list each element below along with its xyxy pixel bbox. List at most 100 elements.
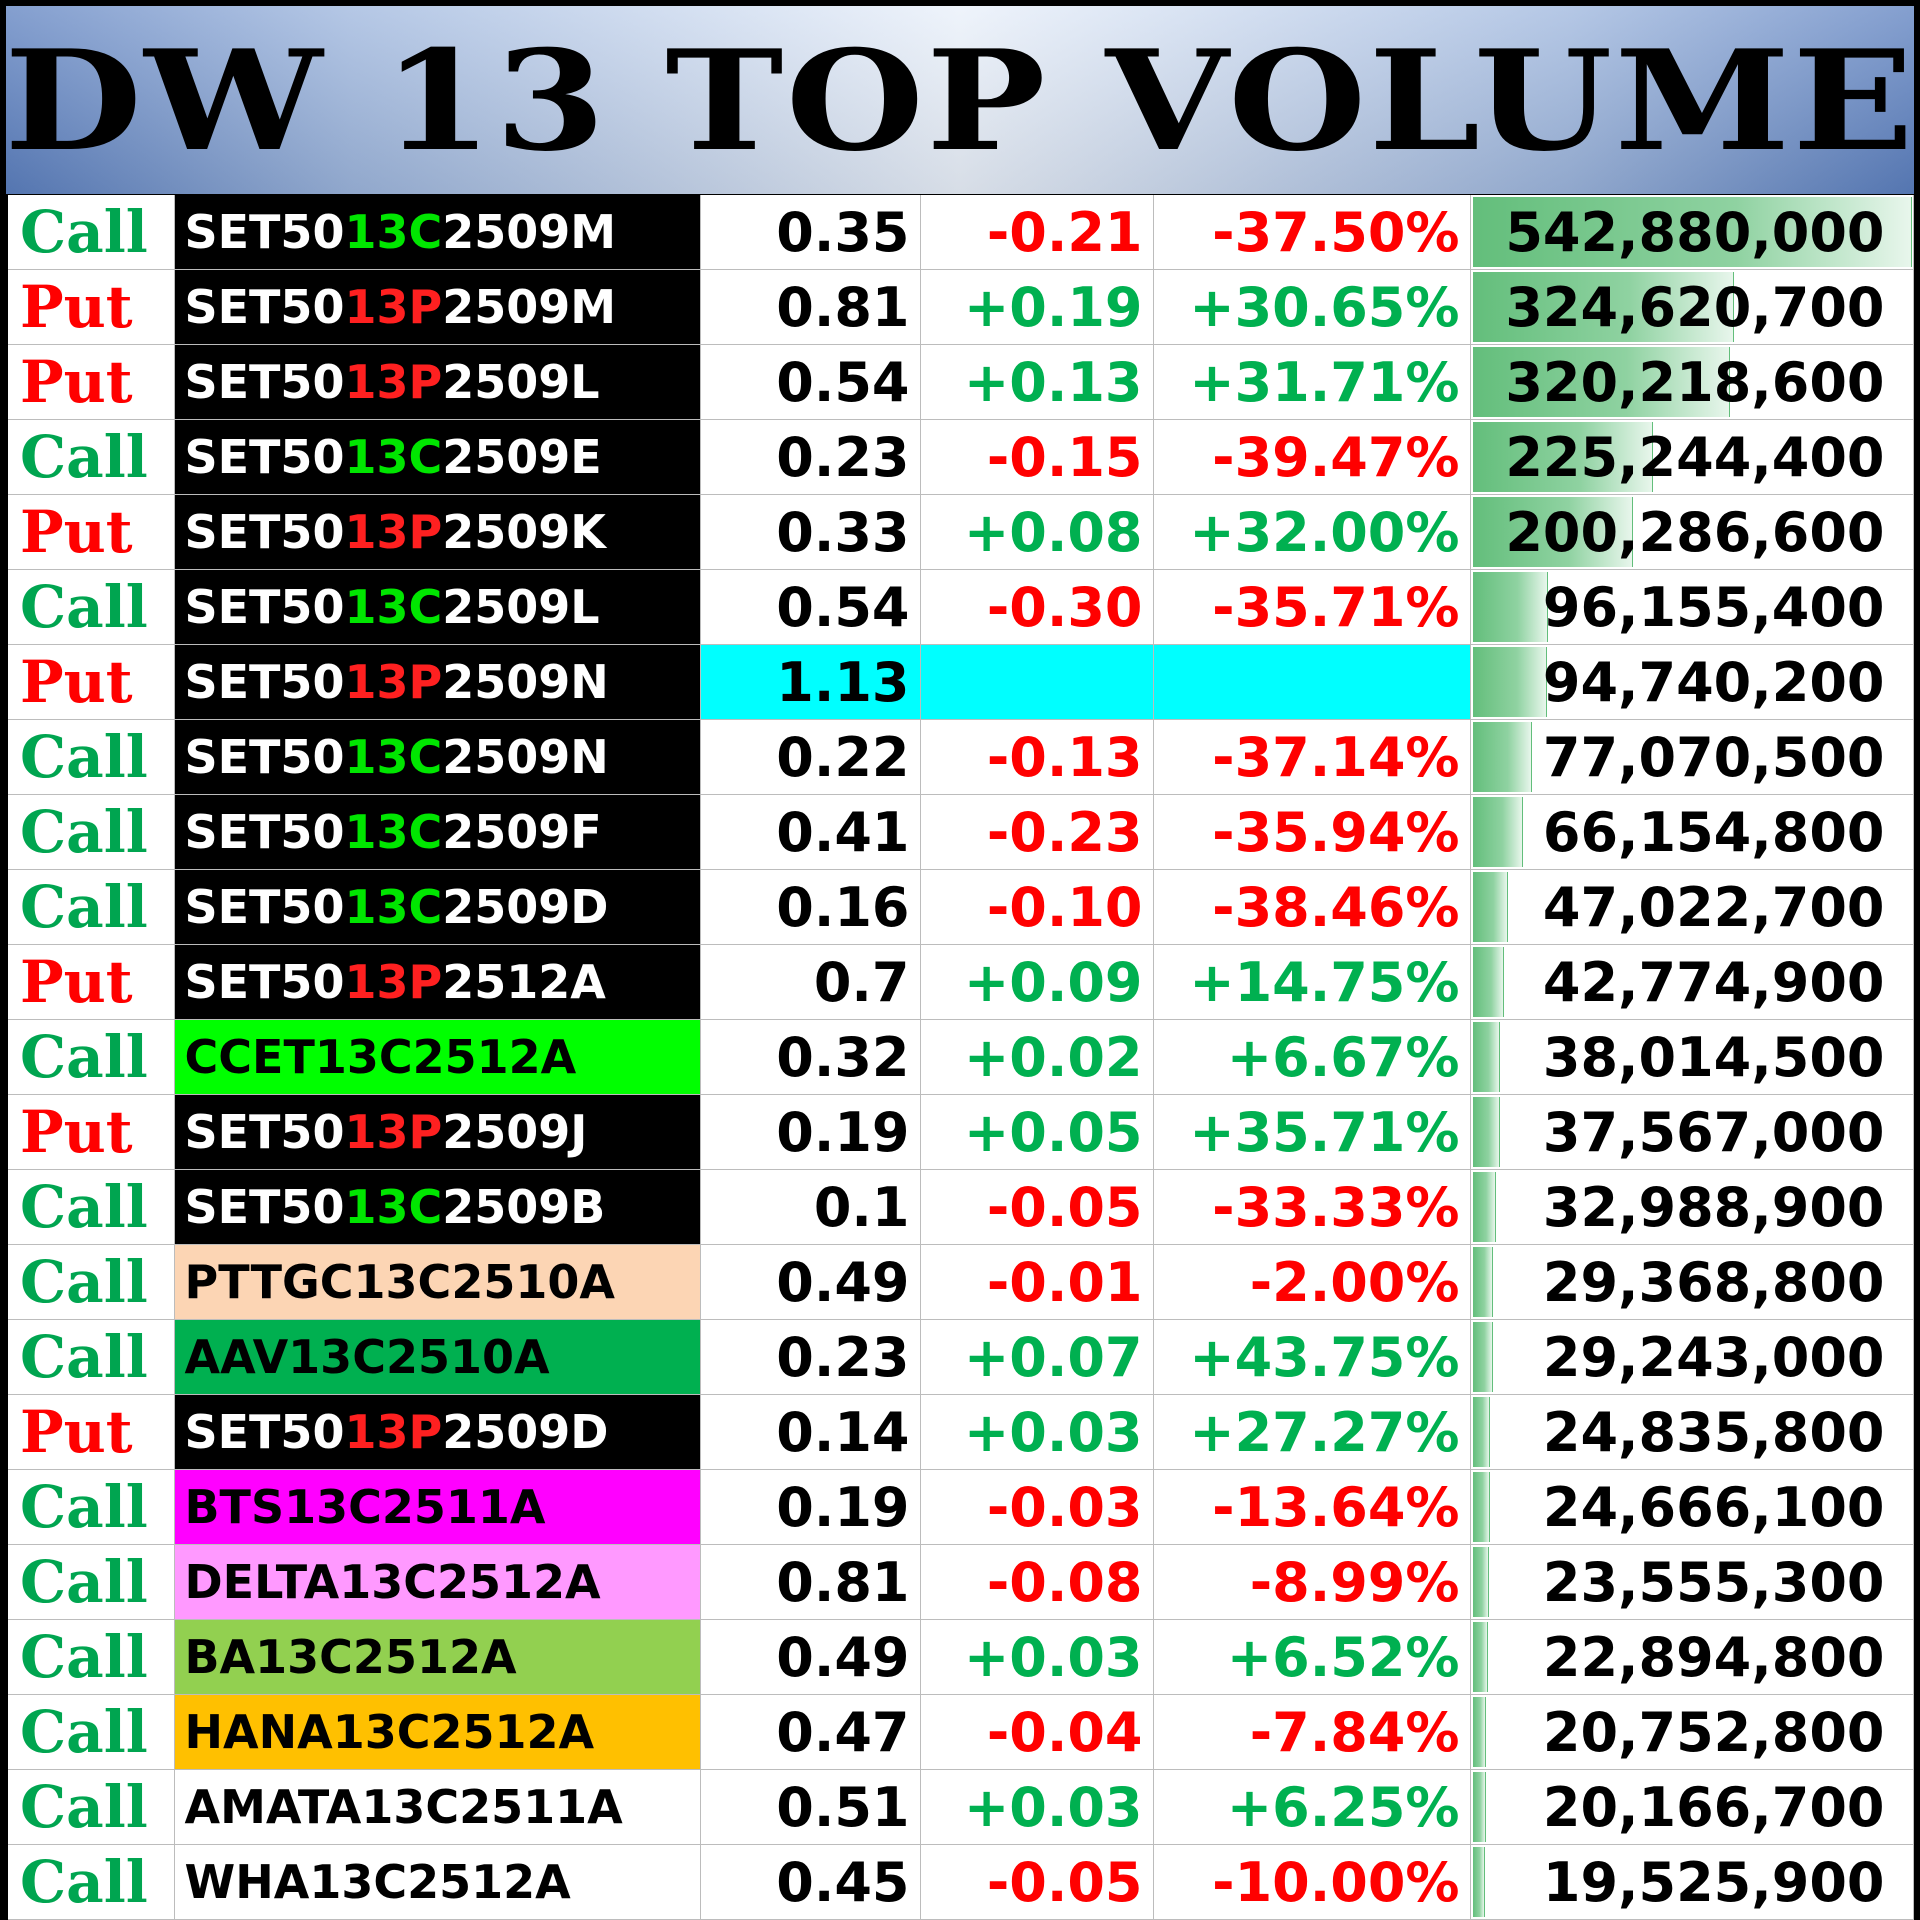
volume: 22,894,800 — [1470, 1619, 1914, 1695]
dw-symbol-suffix: 2509J — [442, 1105, 588, 1159]
last-price: 0.47 — [700, 1694, 921, 1770]
volume-data-bar — [1472, 1472, 1490, 1542]
table-row: Put SET5013P2509L 0.54 +0.13 +31.71% 320,218,… — [8, 344, 1914, 420]
dw-symbol-issuer-code: 13P — [344, 505, 443, 559]
table-row: Call SET5013C2509E 0.23 -0.15 -39.47% 225,244… — [8, 419, 1914, 495]
dw-symbol: HANA13C2512A — [174, 1694, 701, 1770]
volume-value: 200,286,600 — [1505, 500, 1885, 564]
volume-data-bar — [1472, 1697, 1487, 1767]
last-price: 0.45 — [700, 1844, 921, 1920]
last-price: 0.14 — [700, 1394, 921, 1470]
volume-value: 94,740,200 — [1542, 650, 1885, 714]
table-row: Put SET5013P2512A 0.7 +0.09 +14.75% 42,774,90… — [8, 944, 1914, 1020]
volume-value: 42,774,900 — [1542, 950, 1885, 1014]
volume-data-bar — [1472, 1322, 1494, 1392]
volume: 38,014,500 — [1470, 1019, 1914, 1095]
price-change: +0.13 — [920, 344, 1154, 420]
dw-symbol-suffix: 2509B — [442, 1180, 606, 1234]
dw-symbol-issuer-code: 13C — [344, 1180, 443, 1234]
percent-change — [1153, 644, 1471, 720]
percent-change: +35.71% — [1153, 1094, 1471, 1170]
dw-symbol-issuer-code: 13P — [344, 355, 443, 409]
last-price: 0.33 — [700, 494, 921, 570]
last-price: 0.22 — [700, 719, 921, 795]
dw-symbol: PTTGC13C2510A — [174, 1244, 701, 1320]
last-price: 0.32 — [700, 1019, 921, 1095]
option-type: Put — [8, 944, 175, 1020]
volume-data-bar — [1472, 1172, 1497, 1242]
percent-change: -39.47% — [1153, 419, 1471, 495]
option-type: Call — [8, 1469, 175, 1545]
percent-change: +14.75% — [1153, 944, 1471, 1020]
dw-symbol-suffix: 2509D — [442, 1405, 609, 1459]
last-price: 0.41 — [700, 794, 921, 870]
volume-value: 22,894,800 — [1542, 1625, 1885, 1689]
volume: 24,835,800 — [1470, 1394, 1914, 1470]
dw-symbol-issuer-code: 13P — [344, 655, 443, 709]
dw-symbol: AMATA13C2511A — [174, 1769, 701, 1845]
table-row: Call SET5013C2509L 0.54 -0.30 -35.71% 96,155,… — [8, 569, 1914, 645]
last-price: 0.1 — [700, 1169, 921, 1245]
dw-symbol-suffix: 2509F — [442, 805, 602, 859]
option-type: Put — [8, 1394, 175, 1470]
volume-value: 19,525,900 — [1542, 1850, 1885, 1914]
dw-symbol-prefix: SET50 — [184, 580, 345, 634]
price-change: -0.23 — [920, 794, 1154, 870]
last-price: 0.19 — [700, 1469, 921, 1545]
volume: 320,218,600 — [1470, 344, 1914, 420]
price-change: +0.08 — [920, 494, 1154, 570]
dw-symbol: SET5013C2509E — [174, 419, 701, 495]
percent-change: -37.14% — [1153, 719, 1471, 795]
volume-value: 20,752,800 — [1542, 1700, 1885, 1764]
volume-value: 37,567,000 — [1542, 1100, 1885, 1164]
dw-symbol-suffix: 2509M — [442, 280, 616, 334]
dw-symbol: BTS13C2511A — [174, 1469, 701, 1545]
table-row: Call BTS13C2511A 0.19 -0.03 -13.64% 24,666,10… — [8, 1469, 1914, 1545]
volume-value: 32,988,900 — [1542, 1175, 1885, 1239]
volume-value: 96,155,400 — [1542, 575, 1885, 639]
dw-symbol-prefix: SET50 — [184, 880, 345, 934]
table-row: Call SET5013C2509F 0.41 -0.23 -35.94% 66,154,… — [8, 794, 1914, 870]
option-type: Call — [8, 1769, 175, 1845]
volume: 29,368,800 — [1470, 1244, 1914, 1320]
dw-symbol-prefix: DELTA13C2512A — [184, 1555, 601, 1609]
dw-symbol-prefix: SET50 — [184, 505, 345, 559]
price-change: +0.07 — [920, 1319, 1154, 1395]
volume-value: 23,555,300 — [1542, 1550, 1885, 1614]
last-price: 0.54 — [700, 569, 921, 645]
percent-change: -2.00% — [1153, 1244, 1471, 1320]
volume: 94,740,200 — [1470, 644, 1914, 720]
dw-symbol-issuer-code: 13C — [344, 580, 443, 634]
last-price: 0.81 — [700, 269, 921, 345]
volume-data-bar — [1472, 497, 1633, 567]
dw-symbol-prefix: BTS13C2511A — [184, 1480, 546, 1534]
percent-change: +43.75% — [1153, 1319, 1471, 1395]
option-type: Call — [8, 195, 175, 270]
volume-value: 47,022,700 — [1542, 875, 1885, 939]
percent-change: +27.27% — [1153, 1394, 1471, 1470]
percent-change: -35.94% — [1153, 794, 1471, 870]
dw-symbol-suffix: 2509D — [442, 880, 609, 934]
percent-change: +6.67% — [1153, 1019, 1471, 1095]
dw-symbol-prefix: SET50 — [184, 955, 345, 1009]
volume-value: 20,166,700 — [1542, 1775, 1885, 1839]
dw-symbol-issuer-code: 13C — [344, 430, 443, 484]
dw-symbol-prefix: PTTGC13C2510A — [184, 1255, 615, 1309]
volume-data-bar — [1472, 872, 1508, 942]
percent-change: +31.71% — [1153, 344, 1471, 420]
dw-symbol-suffix: 2509E — [442, 430, 602, 484]
last-price: 0.49 — [700, 1244, 921, 1320]
volume: 225,244,400 — [1470, 419, 1914, 495]
volume-data-bar — [1472, 1097, 1501, 1167]
dw-symbol: SET5013C2509M — [174, 195, 701, 270]
last-price: 0.16 — [700, 869, 921, 945]
price-change: -0.15 — [920, 419, 1154, 495]
price-change: +0.19 — [920, 269, 1154, 345]
option-type: Put — [8, 269, 175, 345]
volume-data-bar — [1472, 347, 1731, 417]
percent-change: -7.84% — [1153, 1694, 1471, 1770]
volume-value: 542,880,000 — [1505, 200, 1885, 264]
title-bar: DW 13 TOP VOLUME — [4, 6, 1914, 194]
table-row: Call BA13C2512A 0.49 +0.03 +6.52% 22,894,800 — [8, 1619, 1914, 1695]
dw-symbol-prefix: SET50 — [184, 1405, 345, 1459]
